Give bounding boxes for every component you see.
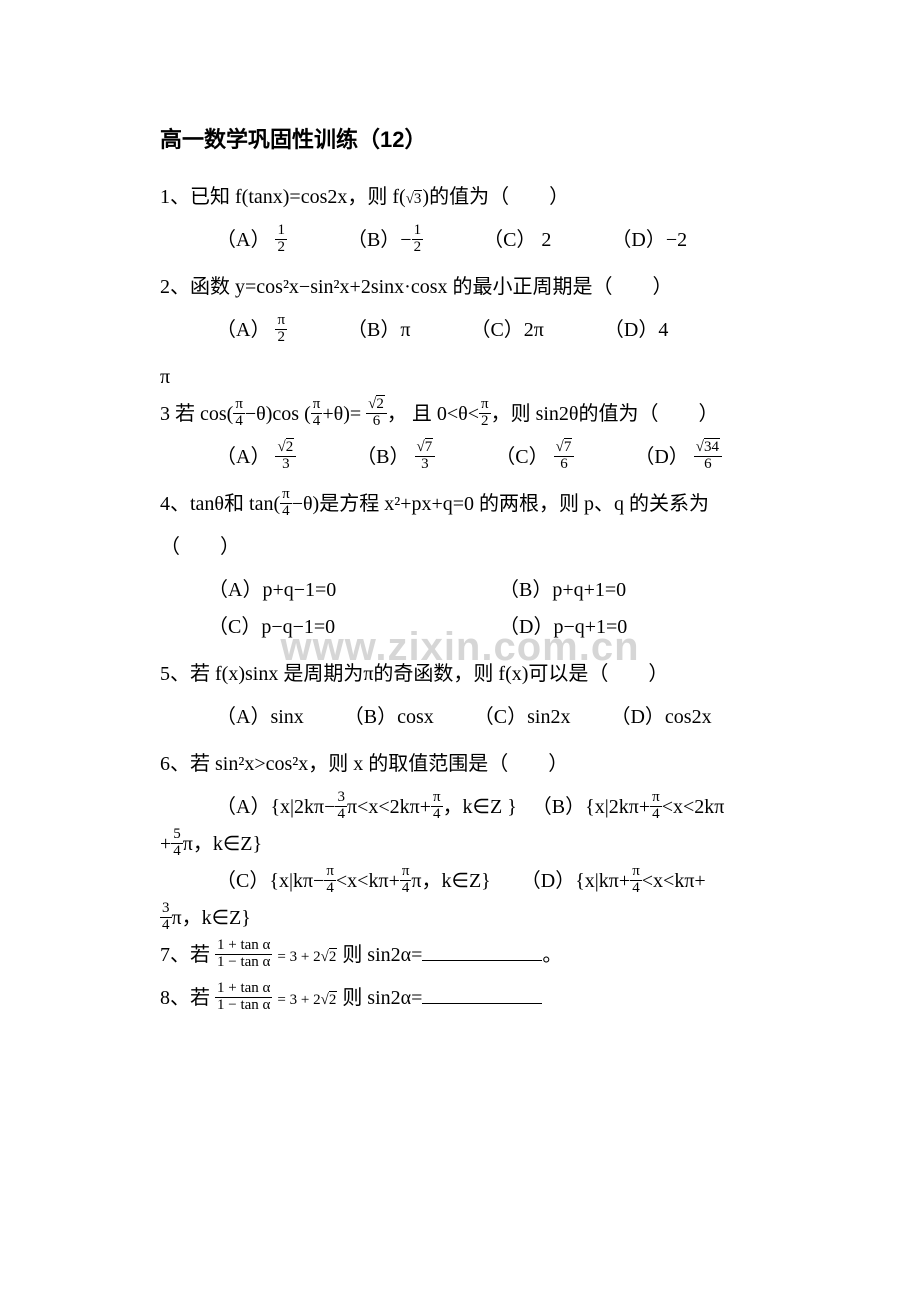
q4-paren: （ ） [160, 529, 790, 566]
q6-line1: （A）{x|2kπ−34π<x<2kπ+π4，k∈Z } （B）{x|2kπ+π… [160, 789, 790, 826]
q1-options: （A） 12 （B）−12 （C） 2 （D）−2 [160, 222, 790, 259]
question-4: 4、tanθ和 tan(π4−θ)是方程 x²+px+q=0 的两根，则 p、q… [160, 486, 790, 523]
q1-stem-a: 1、已知 f(tanx)=cos2x，则 f( [160, 186, 406, 208]
q1-opt-a: （A） 12 [216, 222, 287, 259]
q6-line3: （C）{x|kπ−π4<x<kπ+π4π，k∈Z} （D）{x|kπ+π4<x<… [160, 863, 790, 900]
q1-stem-b: )的值为（ ） [422, 186, 569, 208]
q6-line2: +54π，k∈Z} [160, 826, 790, 863]
q2-opt-b: （B）π [347, 312, 410, 349]
question-6: 6、若 sin²x>cos²x，则 x 的取值范围是（ ） [160, 746, 790, 783]
q2-opt-a: （A） π2 [216, 312, 287, 349]
q3-options: （A） 23 （B） 73 （C） 76 （D） 346 [160, 439, 790, 476]
question-2: 2、函数 y=cos²x−sin²x+2sinx·cosx 的最小正周期是（ ） [160, 269, 790, 306]
q3-opt-b: （B） 73 [356, 439, 435, 476]
question-1: 1、已知 f(tanx)=cos2x，则 f(3)的值为（ ） [160, 179, 790, 216]
q3-opt-a: （A） 23 [216, 439, 296, 476]
blank-7 [422, 942, 542, 961]
q6-line4: 34π，k∈Z} [160, 900, 790, 937]
frac-pi-2: π2 [275, 313, 287, 346]
question-8: 8、若 1 + tan α1 − tan α = 3 + 22 则 sin2α= [160, 980, 790, 1017]
q3-opt-d: （D） 346 [634, 439, 722, 476]
q2-opt-d: （D）4 [604, 312, 668, 349]
frac-tan7: 1 + tan α1 − tan α [215, 938, 272, 971]
blank-8 [422, 985, 542, 1004]
frac-1-2: 12 [275, 223, 287, 256]
q4-opt-d: （D）p−q+1=0 [499, 609, 790, 646]
q5-opt-a: （A）sinx [216, 699, 304, 736]
q2-options: （A） π2 （B）π （C）2π （D）4 [160, 312, 790, 349]
q2-cont: π [160, 359, 790, 396]
q1-opt-c: （C） 2 [483, 222, 551, 259]
page-title: 高一数学巩固性训练（12） [160, 120, 790, 161]
q5-opt-c: （C）sin2x [474, 699, 571, 736]
frac-tan8: 1 + tan α1 − tan α [215, 981, 272, 1014]
q4-opt-b: （B）p+q+1=0 [499, 572, 790, 609]
q5-options: （A）sinx （B）cosx （C）sin2x （D）cos2x [160, 699, 790, 736]
q5-opt-d: （D）cos2x [610, 699, 711, 736]
question-7: 7、若 1 + tan α1 − tan α = 3 + 22 则 sin2α=… [160, 937, 790, 974]
document-page: www.zixin.com.cn 高一数学巩固性训练（12） 1、已知 f(ta… [0, 0, 920, 1083]
q4-opt-a: （A）p+q−1=0 [208, 572, 499, 609]
q2-opt-c: （C）2π [470, 312, 543, 349]
question-3: 3 若 cos(π4−θ)cos (π4+θ)= 26， 且 0<θ<π2，则 … [160, 396, 790, 433]
q3-opt-c: （C） 76 [495, 439, 574, 476]
q5-opt-b: （B）cosx [344, 699, 434, 736]
q4-options: （A）p+q−1=0 （B）p+q+1=0 （C）p−q−1=0 （D）p−q+… [160, 572, 790, 646]
question-5: 5、若 f(x)sinx 是周期为π的奇函数，则 f(x)可以是（ ） [160, 656, 790, 693]
sqrt3: 3 [406, 186, 423, 214]
q4-opt-c: （C）p−q−1=0 [208, 609, 499, 646]
q1-opt-d: （D）−2 [611, 222, 687, 259]
q1-opt-b: （B）−12 [347, 222, 423, 259]
frac-1-2b: 12 [412, 223, 424, 256]
